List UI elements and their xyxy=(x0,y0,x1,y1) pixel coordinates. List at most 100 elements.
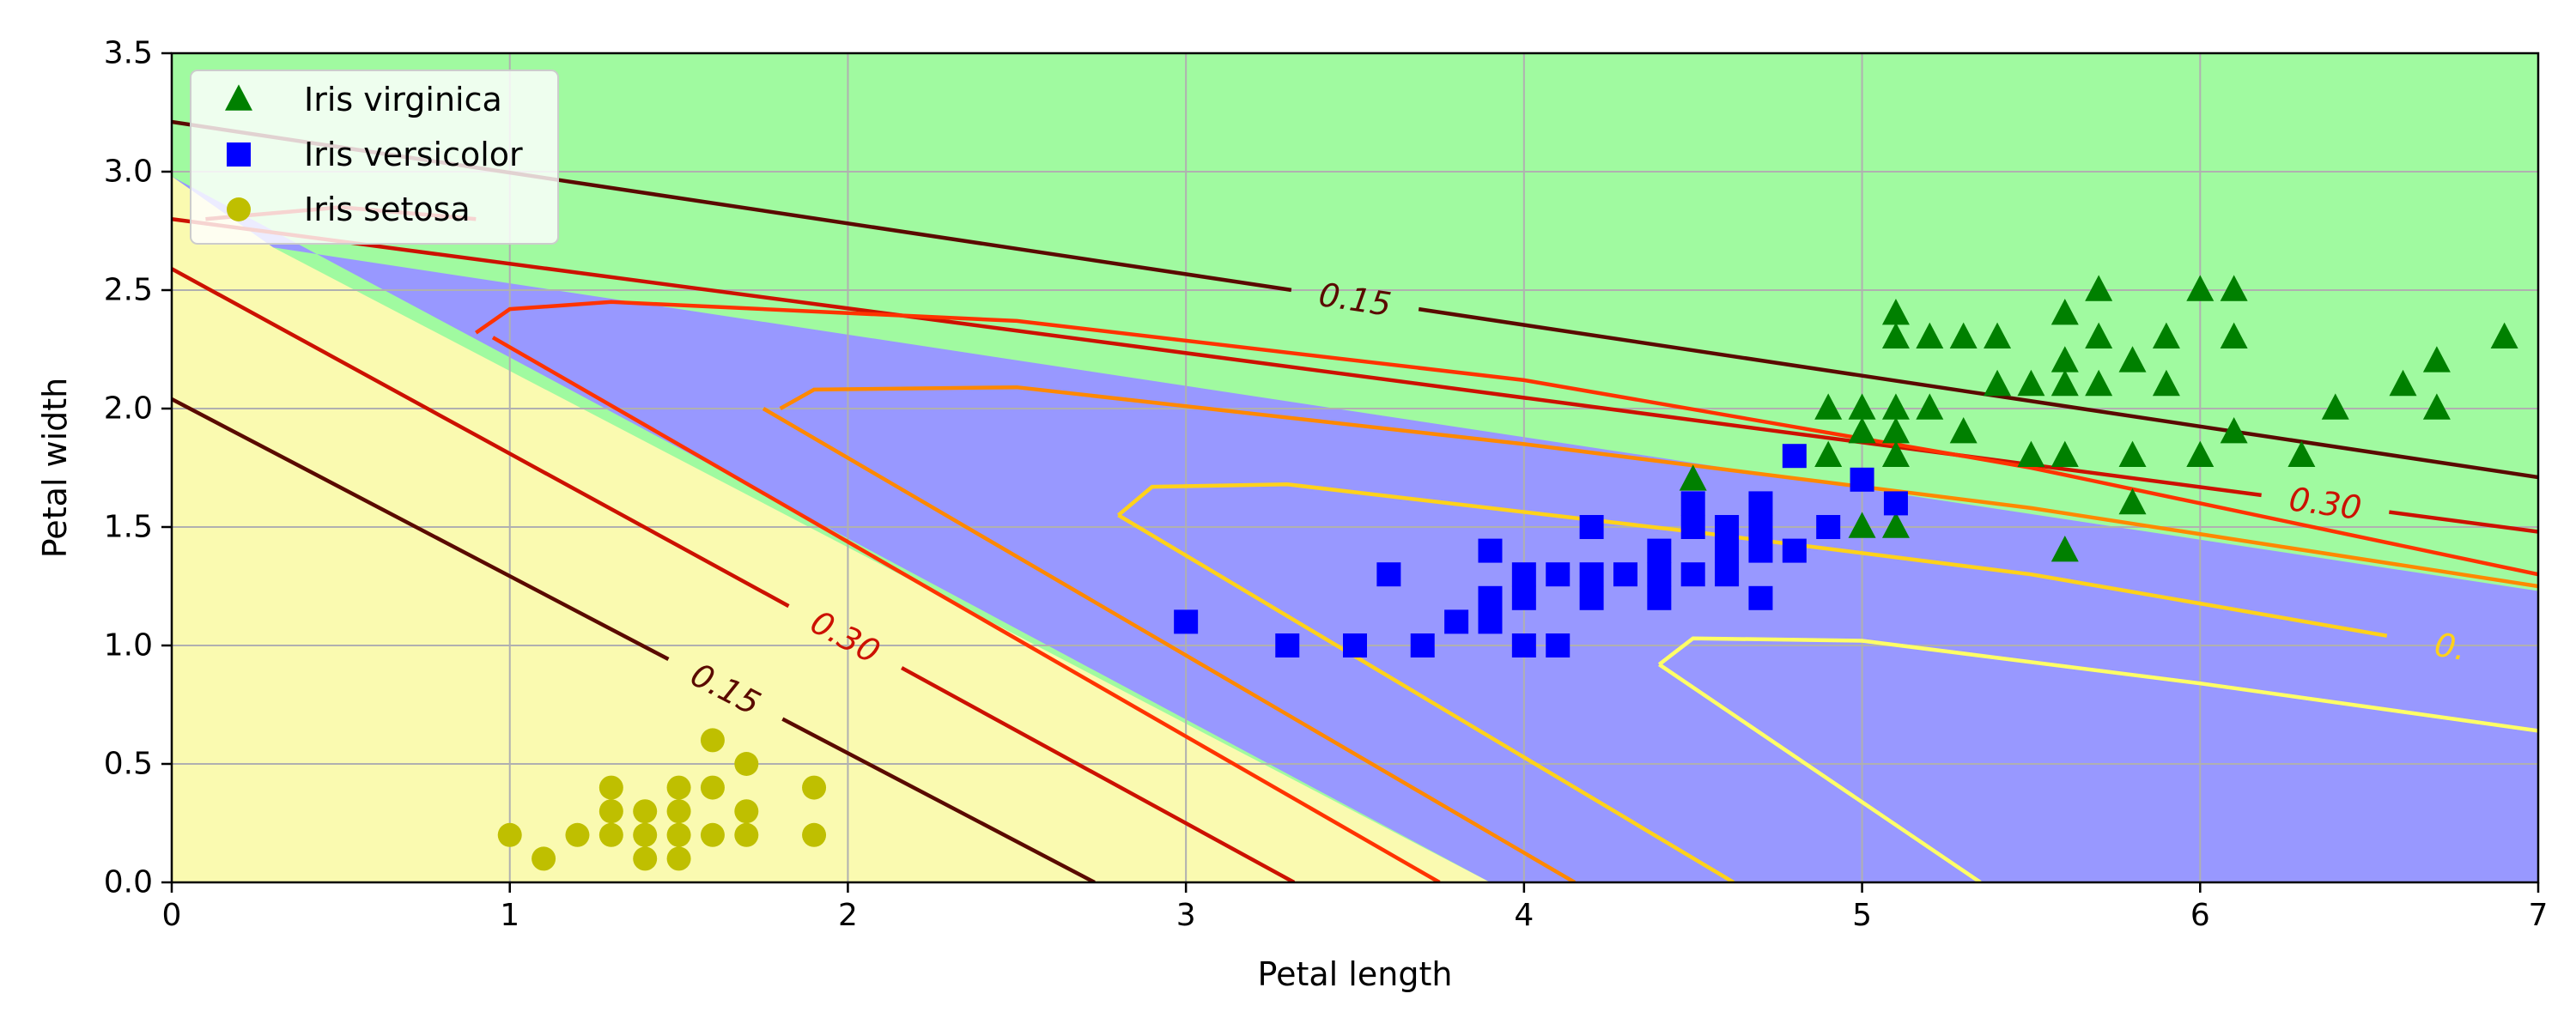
point-iris-versicolor xyxy=(1680,491,1705,516)
point-iris-setosa xyxy=(734,752,759,776)
y-tick-label: 3.5 xyxy=(104,36,153,71)
point-iris-versicolor xyxy=(1511,585,1536,610)
point-iris-setosa xyxy=(633,846,658,871)
point-iris-versicolor xyxy=(1647,585,1672,610)
point-iris-versicolor xyxy=(1715,538,1740,563)
point-iris-virginica xyxy=(2050,440,2079,467)
point-iris-virginica xyxy=(1881,512,1910,538)
legend-marker xyxy=(225,84,252,111)
y-tick-label: 0.5 xyxy=(104,747,153,782)
y-tick-label: 1.0 xyxy=(104,628,153,663)
point-iris-setosa xyxy=(598,822,623,847)
point-iris-versicolor xyxy=(1748,515,1773,539)
point-iris-virginica xyxy=(1881,322,1910,348)
decision-regions xyxy=(172,53,2538,882)
point-iris-setosa xyxy=(532,846,556,871)
point-iris-virginica xyxy=(1916,322,1944,348)
contour-label: 0. xyxy=(2432,626,2469,669)
legend-marker xyxy=(227,197,251,221)
point-iris-versicolor xyxy=(1647,538,1672,563)
point-iris-virginica xyxy=(2050,536,2079,562)
legend: Iris virginica Iris versicolor Iris setosa xyxy=(190,70,559,245)
contour-line xyxy=(475,300,2538,577)
point-iris-virginica xyxy=(2152,369,2180,397)
x-tick-label: 5 xyxy=(1852,898,1872,933)
point-iris-setosa xyxy=(497,822,522,847)
point-iris-virginica xyxy=(1984,369,2012,397)
contour-line xyxy=(1657,636,2538,733)
point-iris-virginica xyxy=(1916,393,1944,420)
point-iris-versicolor xyxy=(1748,538,1773,563)
contour-line xyxy=(172,119,2538,480)
point-iris-setosa xyxy=(802,775,827,800)
region-versicolor xyxy=(172,176,2538,882)
point-iris-setosa xyxy=(700,728,725,753)
point-iris-virginica xyxy=(2220,275,2248,301)
point-iris-setosa xyxy=(666,822,691,847)
point-iris-virginica xyxy=(2017,369,2045,397)
point-iris-setosa xyxy=(633,799,658,824)
point-iris-versicolor xyxy=(1715,515,1740,539)
legend-marker xyxy=(227,142,251,167)
point-iris-setosa xyxy=(700,775,725,800)
plot-frame xyxy=(170,52,2540,884)
point-iris-versicolor xyxy=(1782,444,1807,469)
x-tick-label: 4 xyxy=(1514,898,1534,933)
point-iris-versicolor xyxy=(1511,562,1536,587)
point-iris-versicolor xyxy=(1579,585,1604,610)
point-iris-virginica xyxy=(2085,369,2113,397)
point-iris-versicolor xyxy=(1680,562,1705,587)
point-iris-versicolor xyxy=(1680,515,1705,539)
point-iris-versicolor xyxy=(1174,609,1199,634)
point-iris-versicolor xyxy=(1613,562,1637,587)
point-iris-virginica xyxy=(1679,464,1707,491)
point-iris-setosa xyxy=(666,799,691,824)
point-iris-versicolor xyxy=(1883,491,1908,516)
x-tick-label: 1 xyxy=(500,898,519,933)
point-iris-versicolor xyxy=(1343,633,1367,657)
point-iris-virginica xyxy=(2017,440,2045,467)
point-iris-virginica xyxy=(2422,393,2451,420)
point-iris-versicolor xyxy=(1478,609,1503,634)
legend-label: Iris setosa xyxy=(304,191,471,228)
point-iris-virginica xyxy=(1848,393,1876,420)
point-iris-versicolor xyxy=(1647,562,1672,587)
point-iris-virginica xyxy=(1848,512,1876,538)
contour-line xyxy=(172,267,1296,882)
point-iris-versicolor xyxy=(1444,609,1469,634)
legend-label: Iris versicolor xyxy=(304,136,523,173)
y-axis: 0.0 0.5 1.0 1.5 2.0 2.5 3.0 3.5 xyxy=(104,36,172,900)
y-axis-label: Petal width xyxy=(36,378,74,559)
point-iris-setosa xyxy=(666,775,691,800)
point-iris-virginica xyxy=(2085,322,2113,348)
point-iris-setosa xyxy=(700,822,725,847)
point-iris-virginica xyxy=(2220,417,2248,444)
contour-line xyxy=(1658,663,1982,882)
point-iris-virginica xyxy=(1881,417,1910,444)
point-iris-virginica xyxy=(1949,322,1978,348)
point-iris-setosa xyxy=(598,775,623,800)
point-iris-virginica xyxy=(1814,393,1843,420)
point-iris-virginica xyxy=(1984,322,2012,348)
point-iris-virginica xyxy=(2287,440,2316,467)
point-iris-versicolor xyxy=(1546,633,1571,657)
point-iris-virginica xyxy=(2186,275,2215,301)
point-iris-virginica xyxy=(1881,440,1910,467)
data-points xyxy=(497,275,2518,871)
contour-label: 0.30 xyxy=(2287,480,2364,527)
y-tick-label: 3.0 xyxy=(104,154,153,190)
point-iris-virginica xyxy=(2152,322,2180,348)
point-iris-setosa xyxy=(802,822,827,847)
point-iris-virginica xyxy=(2389,369,2417,397)
contour-line xyxy=(1117,513,1735,882)
point-iris-versicolor xyxy=(1816,515,1841,539)
point-iris-setosa xyxy=(734,822,759,847)
x-tick-label: 0 xyxy=(162,898,182,933)
point-iris-virginica xyxy=(2050,346,2079,373)
point-iris-virginica xyxy=(2490,322,2518,348)
point-iris-virginica xyxy=(2186,440,2215,467)
x-tick-label: 7 xyxy=(2529,898,2549,933)
point-iris-virginica xyxy=(2050,369,2079,397)
y-tick-label: 2.5 xyxy=(104,273,153,308)
point-iris-virginica xyxy=(2118,346,2147,373)
